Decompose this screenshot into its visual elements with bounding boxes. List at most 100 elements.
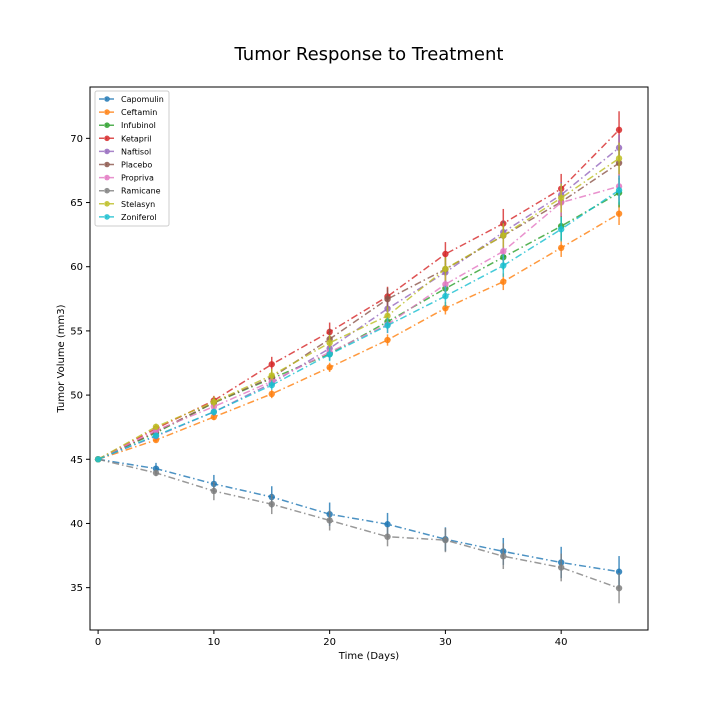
legend-item-infubinol: Infubinol — [99, 121, 156, 130]
data-point — [268, 381, 275, 389]
data-point — [442, 292, 449, 300]
legend-marker — [104, 122, 110, 128]
legend-marker — [104, 148, 110, 155]
legend-item-stelasyn: Stelasyn — [99, 200, 155, 209]
legend-item-naftisol: Naftisol — [99, 147, 151, 156]
y-tick-label: 40 — [70, 519, 83, 530]
legend-item-capomulin: Capomulin — [99, 95, 164, 104]
data-point — [210, 413, 218, 421]
legend-marker — [104, 201, 110, 207]
data-point — [210, 487, 218, 495]
data-point — [615, 584, 623, 592]
data-point — [326, 517, 333, 524]
data-point — [442, 536, 449, 544]
legend-marker — [104, 109, 110, 115]
data-point — [442, 265, 449, 273]
data-point — [615, 568, 623, 575]
data-point — [268, 361, 275, 368]
data-point — [384, 521, 391, 528]
data-point — [268, 500, 275, 508]
legend-label: Capomulin — [121, 95, 164, 104]
data-point — [557, 244, 565, 252]
data-point — [500, 552, 507, 560]
y-tick-label: 70 — [70, 134, 83, 145]
legend-label: Stelasyn — [121, 200, 155, 209]
data-point — [326, 339, 333, 347]
data-point — [210, 398, 218, 406]
legend-label: Infubinol — [121, 121, 156, 130]
data-point — [152, 469, 160, 477]
legend-marker — [104, 96, 110, 102]
legend-marker — [104, 135, 110, 142]
legend-label: Propriva — [121, 174, 154, 183]
data-point — [326, 351, 333, 358]
series-line — [97, 185, 620, 460]
data-point — [268, 390, 275, 398]
legend-item-ramicane: Ramicane — [99, 187, 161, 196]
legend-label: Naftisol — [121, 147, 151, 156]
y-tick-label: 65 — [70, 198, 83, 209]
legend-label: Ceftamin — [121, 108, 157, 117]
data-point — [384, 533, 391, 540]
data-point — [384, 336, 391, 344]
x-tick-label: 30 — [439, 637, 452, 648]
data-point — [615, 210, 623, 217]
series-line — [97, 157, 620, 460]
legend-item-placebo: Placebo — [99, 161, 152, 170]
data-point — [384, 295, 391, 303]
data-point — [615, 126, 623, 134]
legend-marker — [104, 214, 110, 220]
data-point — [210, 408, 218, 416]
axis-ticks: 0 10 20 30 40 35 40 45 50 55 60 65 70 — [70, 134, 567, 648]
data-point — [442, 250, 449, 258]
data-point — [557, 226, 565, 233]
legend: Capomulin Ceftamin Infubinol Ketapril Naftis… — [94, 90, 170, 227]
data-point — [384, 322, 391, 329]
plot-frame — [89, 86, 649, 631]
data-point — [152, 432, 160, 439]
x-tick-label: 0 — [95, 637, 101, 648]
data-point — [152, 423, 160, 430]
data-point — [500, 248, 507, 255]
series-line — [97, 213, 620, 461]
series-zoniferol — [94, 175, 623, 463]
legend-label: Ramicane — [121, 187, 161, 196]
data-point — [500, 262, 507, 269]
series-line — [97, 458, 620, 589]
legend-label: Ketapril — [121, 134, 152, 143]
legend-label: Zoniferol — [121, 213, 157, 222]
data-point — [615, 155, 623, 162]
legend-item-propriva: Propriva — [99, 174, 154, 183]
y-tick-label: 50 — [70, 391, 83, 402]
legend-label: Placebo — [121, 161, 152, 170]
data-point — [557, 194, 565, 202]
series-line — [97, 162, 620, 460]
legend-item-zoniferol: Zoniferol — [99, 213, 157, 222]
y-tick-label: 60 — [70, 262, 83, 273]
data-point — [557, 564, 565, 571]
data-point — [615, 187, 623, 194]
x-tick-label: 40 — [555, 637, 568, 648]
legend-marker — [104, 187, 110, 194]
data-point — [500, 278, 507, 285]
y-tick-label: 35 — [70, 583, 83, 594]
data-point — [94, 456, 102, 463]
data-point — [442, 281, 449, 288]
plot-area — [94, 111, 623, 604]
chart-title: Tumor Response to Treatment — [234, 44, 504, 65]
legend-item-ketapril: Ketapril — [99, 134, 152, 143]
data-point — [500, 232, 507, 239]
y-tick-label: 45 — [70, 455, 83, 466]
y-axis-label: Tumor Volume (mm3) — [56, 304, 67, 413]
data-point — [442, 304, 449, 312]
x-axis-label: Time (Days) — [338, 651, 400, 662]
x-tick-label: 10 — [208, 637, 221, 648]
data-point — [384, 312, 391, 320]
legend-item-ceftamin: Ceftamin — [99, 108, 157, 117]
legend-marker — [104, 161, 110, 168]
legend-marker — [104, 174, 110, 181]
data-point — [326, 364, 333, 371]
x-tick-label: 20 — [323, 637, 336, 648]
series-line — [97, 189, 620, 460]
y-tick-label: 55 — [70, 326, 83, 337]
